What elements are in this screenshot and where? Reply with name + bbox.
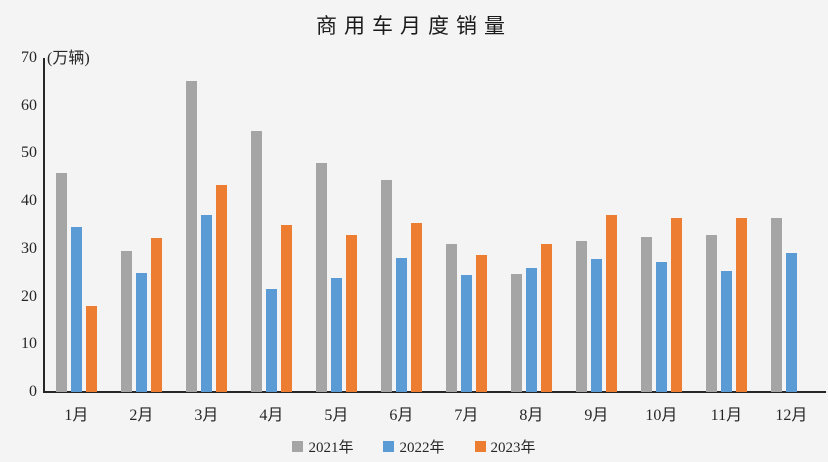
y-tick-label: 10 xyxy=(21,335,37,353)
x-tick-label: 2月 xyxy=(129,407,154,424)
x-tick-label: 3月 xyxy=(194,407,219,424)
bar-2022年-2月 xyxy=(135,273,147,392)
y-tick-label: 30 xyxy=(21,239,37,257)
bar-2021年-12月 xyxy=(771,218,783,392)
legend: 2021年 2022年 2023年 xyxy=(0,436,828,457)
bar-2021年-8月 xyxy=(511,274,523,392)
bar-2023年-2月 xyxy=(150,237,162,392)
y-axis-unit-label: (万辆) xyxy=(47,50,90,67)
y-tick-label: 40 xyxy=(21,192,37,210)
bar-2021年-2月 xyxy=(121,250,133,392)
x-tick-label: 9月 xyxy=(584,407,609,424)
bar-2023年-1月 xyxy=(85,306,97,392)
bar-2021年-5月 xyxy=(316,162,328,392)
bar-2021年-1月 xyxy=(56,173,68,392)
bar-2023年-6月 xyxy=(410,223,422,392)
bar-2023年-7月 xyxy=(475,255,487,392)
legend-swatch xyxy=(474,441,486,452)
bar-2023年-5月 xyxy=(345,235,357,392)
bar-2022年-11月 xyxy=(720,270,732,392)
legend-item-2022年: 2022年 xyxy=(383,436,445,457)
bar-2023年-3月 xyxy=(215,184,227,392)
x-tick-label: 4月 xyxy=(259,407,284,424)
bar-2021年-3月 xyxy=(186,80,198,392)
bar-2023年-9月 xyxy=(605,214,617,392)
x-tick-label: 5月 xyxy=(324,407,349,424)
x-tick-label: 1月 xyxy=(64,407,89,424)
bar-2021年-9月 xyxy=(576,240,588,392)
legend-label: 2022年 xyxy=(399,440,445,456)
legend-item-2023年: 2023年 xyxy=(474,436,536,457)
y-axis-line xyxy=(43,58,45,392)
bar-2021年-11月 xyxy=(706,234,718,392)
bar-2023年-10月 xyxy=(670,217,682,392)
x-tick-label: 10月 xyxy=(645,407,678,424)
y-tick-label: 0 xyxy=(29,383,37,400)
legend-swatch xyxy=(383,441,395,452)
bar-2021年-4月 xyxy=(251,130,263,392)
x-tick-label: 8月 xyxy=(519,407,544,424)
bar-2023年-8月 xyxy=(540,244,552,392)
x-tick-label: 12月 xyxy=(775,407,808,424)
y-tick-label: 60 xyxy=(21,96,37,114)
y-tick-label: 70 xyxy=(21,49,37,66)
chart-title: 商用车月度销量 xyxy=(316,14,512,38)
y-tick-label: 20 xyxy=(21,287,37,305)
bar-2021年-6月 xyxy=(381,179,393,392)
bar-2023年-11月 xyxy=(735,218,747,392)
bar-2022年-7月 xyxy=(460,275,472,392)
bar-2022年-9月 xyxy=(590,259,602,392)
bar-2022年-5月 xyxy=(330,277,342,392)
bar-2022年-10月 xyxy=(655,262,667,392)
bar-2022年-3月 xyxy=(200,215,212,392)
x-tick-label: 6月 xyxy=(389,407,414,424)
legend-swatch xyxy=(292,441,304,452)
bar-2023年-4月 xyxy=(280,225,292,392)
legend-label: 2023年 xyxy=(490,440,536,456)
bar-2022年-6月 xyxy=(395,258,407,392)
bar-2022年-12月 xyxy=(785,253,797,392)
bar-2022年-8月 xyxy=(525,268,537,392)
bar-2022年-1月 xyxy=(70,227,82,392)
bar-2022年-4月 xyxy=(265,289,277,392)
x-tick-label: 7月 xyxy=(454,407,479,424)
legend-label: 2021年 xyxy=(308,440,354,456)
y-tick-label: 50 xyxy=(21,144,37,162)
x-tick-label: 11月 xyxy=(710,407,743,424)
legend-item-2021年: 2021年 xyxy=(292,436,353,457)
bar-2021年-7月 xyxy=(446,243,458,392)
x-axis-line xyxy=(43,391,826,393)
bar-2021年-10月 xyxy=(641,236,653,392)
